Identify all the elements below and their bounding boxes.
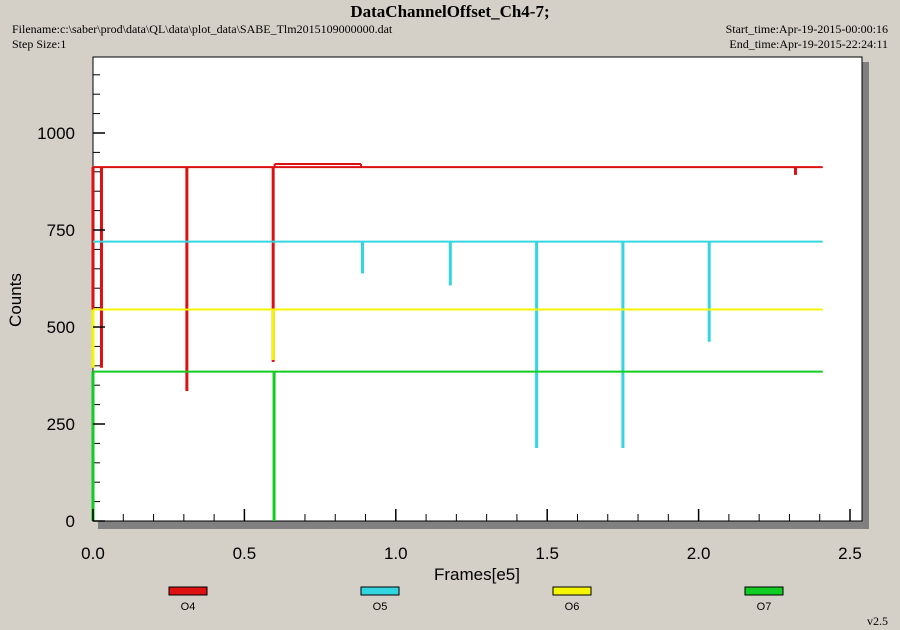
y-tick-label: 750 — [47, 221, 75, 240]
x-tick-label: 2.5 — [838, 544, 862, 563]
step-size-label: Step Size:1 — [12, 37, 67, 51]
y-tick-label: 250 — [47, 415, 75, 434]
x-tick-label: 1.5 — [535, 544, 559, 563]
start-time-label: Start_time:Apr-19-2015-00:00:16 — [725, 22, 888, 36]
x-tick-label: 0.5 — [233, 544, 257, 563]
chart-title: DataChannelOffset_Ch4-7; — [350, 2, 550, 21]
x-tick-label: 1.0 — [384, 544, 408, 563]
series-o7 — [91, 370, 823, 521]
y-tick-label: 500 — [47, 318, 75, 337]
series-layer — [91, 163, 823, 521]
plot-frame — [92, 56, 863, 522]
filename-label: Filename:c:\saber\prod\data\QL\data\plot… — [12, 22, 393, 36]
legend-label-o4: O4 — [181, 601, 196, 613]
end-time-label: End_time:Apr-19-2015-22:24:11 — [729, 37, 888, 51]
series-o5 — [93, 240, 823, 449]
y-tick-label: 0 — [66, 512, 75, 531]
series-o6 — [91, 308, 823, 368]
legend-swatch-o4 — [168, 586, 208, 596]
y-axis-ticks: 0 250 500 750 1000 — [37, 124, 105, 531]
legend-label-o6: O6 — [565, 601, 580, 613]
x-tick-label: 0.0 — [81, 544, 105, 563]
legend-swatch-o5 — [360, 586, 400, 596]
legend-swatch-o6 — [552, 586, 592, 596]
legend: O4 O5 O6 O7 — [168, 586, 784, 613]
legend-swatch-o7 — [744, 586, 784, 596]
x-axis-label: Frames[e5] — [434, 565, 520, 584]
version-label: v2.5 — [867, 614, 888, 628]
legend-label-o7: O7 — [757, 601, 772, 613]
y-axis-label: Counts — [6, 273, 25, 327]
x-tick-label: 2.0 — [687, 544, 711, 563]
x-axis-ticks: 0.0 0.5 1.0 1.5 2.0 2.5 — [81, 509, 862, 563]
minor-ticks — [93, 74, 821, 521]
legend-label-o5: O5 — [373, 601, 388, 613]
y-tick-label: 1000 — [37, 124, 75, 143]
